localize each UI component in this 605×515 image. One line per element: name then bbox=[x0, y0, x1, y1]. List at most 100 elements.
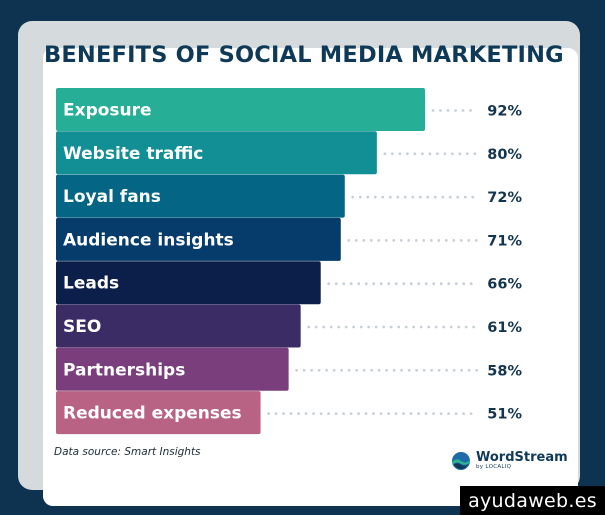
value-label: 92% bbox=[487, 104, 522, 120]
leader-dot bbox=[297, 412, 300, 415]
leader-dot bbox=[374, 325, 378, 329]
leader-dot bbox=[434, 325, 438, 329]
leader-dot bbox=[347, 239, 351, 242]
leader-dot bbox=[412, 325, 416, 329]
leader-dot bbox=[372, 412, 375, 415]
leader-dot bbox=[388, 195, 392, 199]
leader-dot bbox=[458, 152, 462, 156]
leader-dot bbox=[362, 368, 366, 372]
leader-dot bbox=[329, 325, 333, 329]
leader-dot bbox=[433, 195, 437, 199]
leader-dot bbox=[307, 325, 311, 329]
leader-dot bbox=[461, 109, 465, 112]
leader-dot bbox=[387, 412, 390, 415]
leader-dot bbox=[370, 368, 374, 372]
leader-dot bbox=[364, 412, 368, 415]
leader-dot bbox=[352, 325, 356, 329]
value-label: 72% bbox=[487, 190, 522, 206]
bar-exposure bbox=[56, 88, 425, 131]
leader-dot bbox=[452, 368, 456, 372]
leader-dot bbox=[456, 195, 460, 199]
leader-dot bbox=[467, 368, 471, 372]
value-label: 51% bbox=[487, 407, 522, 423]
leader-dot bbox=[417, 282, 421, 286]
leader-dot bbox=[465, 152, 469, 156]
leader-dot bbox=[322, 325, 326, 329]
leader-dot bbox=[454, 412, 458, 415]
value-label: 80% bbox=[487, 147, 522, 163]
leader-dot bbox=[460, 368, 464, 372]
leader-dot bbox=[312, 412, 315, 415]
leader-dot bbox=[409, 282, 413, 286]
bar-label: Exposure bbox=[63, 101, 152, 121]
bar-website-traffic bbox=[56, 131, 377, 175]
leader-dot bbox=[327, 412, 330, 415]
leader-dot bbox=[475, 368, 479, 372]
leader-dot bbox=[396, 195, 400, 199]
leader-dot bbox=[437, 368, 441, 372]
leader-dot bbox=[342, 412, 345, 415]
bar-seo bbox=[56, 304, 301, 348]
data-source-note: Data source: Smart Insights bbox=[54, 446, 201, 458]
leader-dot bbox=[428, 152, 432, 156]
bar-label: Loyal fans bbox=[63, 187, 161, 207]
leader-dot bbox=[389, 325, 393, 329]
leader-dot bbox=[357, 412, 360, 415]
leader-dot bbox=[405, 152, 409, 156]
leader-dot bbox=[409, 412, 413, 415]
wordstream-logo: WordStream by LOCALIQ bbox=[452, 449, 568, 473]
leader-dot bbox=[337, 325, 341, 329]
leader-dot bbox=[407, 239, 411, 242]
leader-dot bbox=[383, 152, 387, 156]
leader-dot bbox=[443, 152, 447, 156]
leader-dot bbox=[415, 368, 419, 372]
leader-dot bbox=[404, 325, 408, 329]
chart-title: BENEFITS OF SOCIAL MEDIA MARKETING bbox=[44, 42, 564, 68]
leader-dot bbox=[402, 282, 406, 286]
bar-label: SEO bbox=[63, 317, 101, 337]
leader-dot bbox=[354, 239, 358, 242]
leader-dot bbox=[392, 239, 396, 242]
leader-dot bbox=[419, 325, 423, 329]
leader-dot bbox=[369, 239, 373, 242]
leader-dot bbox=[362, 239, 366, 242]
leader-dot bbox=[463, 195, 467, 199]
leader-dot bbox=[317, 368, 321, 372]
bar-audience-insights bbox=[56, 217, 341, 261]
leader-dot bbox=[454, 282, 458, 286]
leader-dot bbox=[418, 195, 422, 199]
leader-dot bbox=[432, 412, 435, 415]
leader-dot bbox=[417, 412, 420, 415]
leader-dot bbox=[381, 195, 385, 199]
leader-dot bbox=[430, 368, 434, 372]
leader-dot bbox=[429, 239, 433, 242]
leader-dot bbox=[334, 282, 338, 286]
leader-dot bbox=[274, 412, 278, 415]
bar-reduced-expenses bbox=[56, 391, 261, 435]
leader-dot bbox=[349, 412, 353, 415]
leader-dot bbox=[349, 282, 353, 286]
leader-dot bbox=[359, 325, 363, 329]
leader-dot bbox=[332, 368, 336, 372]
leader-dot bbox=[420, 152, 424, 156]
leader-dot bbox=[377, 368, 381, 372]
leader-dot bbox=[472, 325, 476, 329]
leader-dot bbox=[462, 282, 466, 286]
value-label: 58% bbox=[487, 363, 522, 379]
leader-dot bbox=[445, 368, 449, 372]
value-label: 66% bbox=[487, 277, 522, 293]
bar-leads bbox=[56, 261, 321, 305]
leader-dot bbox=[402, 412, 405, 415]
leader-dot bbox=[422, 239, 426, 242]
leader-dot bbox=[407, 368, 411, 372]
bar-label: Reduced expenses bbox=[63, 404, 242, 424]
leader-dot bbox=[357, 282, 361, 286]
leader-dot bbox=[424, 282, 428, 286]
leader-dot bbox=[384, 239, 388, 242]
leader-dot bbox=[387, 282, 391, 286]
leader-dot bbox=[400, 368, 404, 372]
leader-dot bbox=[441, 195, 445, 199]
leader-dot bbox=[431, 109, 435, 112]
leader-dot bbox=[444, 239, 448, 242]
leader-dot bbox=[448, 195, 452, 199]
